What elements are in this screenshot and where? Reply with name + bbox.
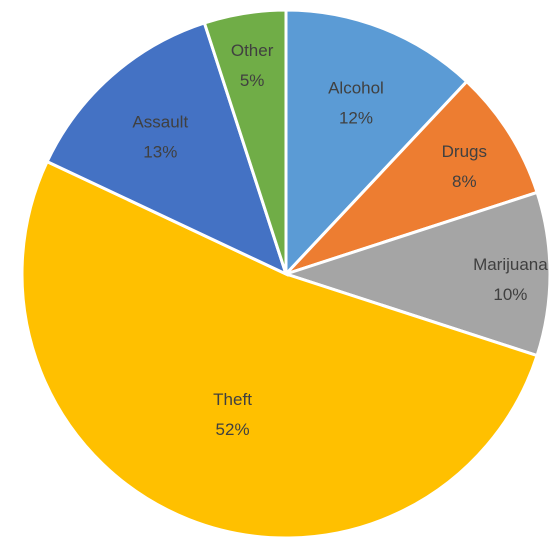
slice-label-theft: Theft bbox=[213, 390, 252, 409]
pie-slice-theft bbox=[20, 159, 539, 540]
slice-percent-alcohol: 12% bbox=[339, 108, 373, 127]
slice-percent-drugs: 8% bbox=[452, 172, 477, 191]
slice-label-alcohol: Alcohol bbox=[328, 78, 384, 97]
slice-percent-theft: 52% bbox=[216, 420, 250, 439]
pie-slice-assault bbox=[45, 21, 289, 277]
slice-percent-marijuana: 10% bbox=[493, 285, 527, 304]
pie-slice-drugs bbox=[284, 79, 539, 276]
slice-label-assault: Assault bbox=[132, 112, 188, 131]
slice-percent-other: 5% bbox=[240, 71, 265, 90]
pie-slice-alcohol bbox=[284, 8, 469, 278]
pie-slices bbox=[20, 8, 550, 540]
slice-label-other: Other bbox=[231, 41, 274, 60]
slice-percent-assault: 13% bbox=[143, 142, 177, 161]
slice-label-drugs: Drugs bbox=[442, 142, 487, 161]
pie-labels: Alcohol 12% Drugs 8% Marijuana 10% Theft 52% Ass… bbox=[132, 41, 548, 439]
slice-label-marijuana: Marijuana bbox=[473, 255, 548, 274]
pie-slice-other bbox=[202, 8, 288, 275]
